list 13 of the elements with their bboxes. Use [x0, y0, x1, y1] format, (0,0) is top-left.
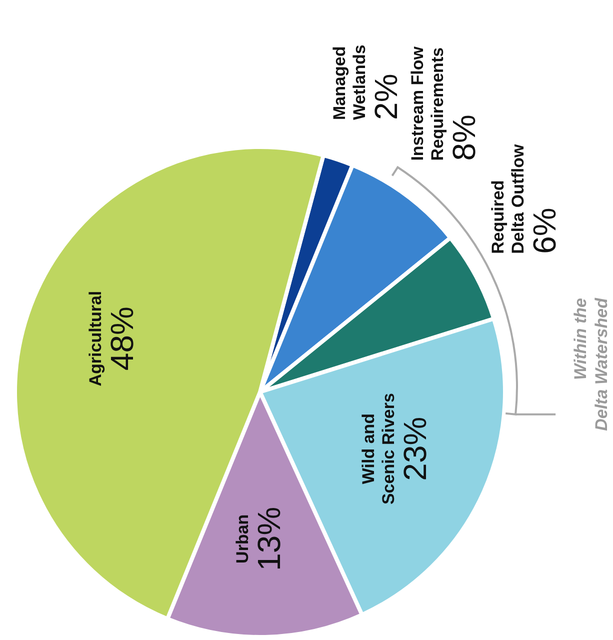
slice-label: Managed Wetlands: [330, 44, 369, 120]
data-label: 8%: [446, 114, 482, 161]
text: Within the Delta Watershed: [571, 297, 611, 431]
data-label: 23%: [396, 416, 433, 481]
slice-label: Wild and Scenic Rivers: [358, 393, 398, 505]
slice-label: Required Delta Outflow: [488, 144, 528, 254]
slice-label: Instream Flow Requirements: [408, 46, 447, 161]
data-label: 2%: [368, 74, 404, 120]
data-label: 13%: [251, 506, 288, 571]
data-label: 48%: [104, 306, 140, 371]
slice-label: Urban: [233, 514, 252, 564]
slice-label: Agricultural: [86, 290, 106, 386]
data-label: 6%: [526, 208, 562, 254]
